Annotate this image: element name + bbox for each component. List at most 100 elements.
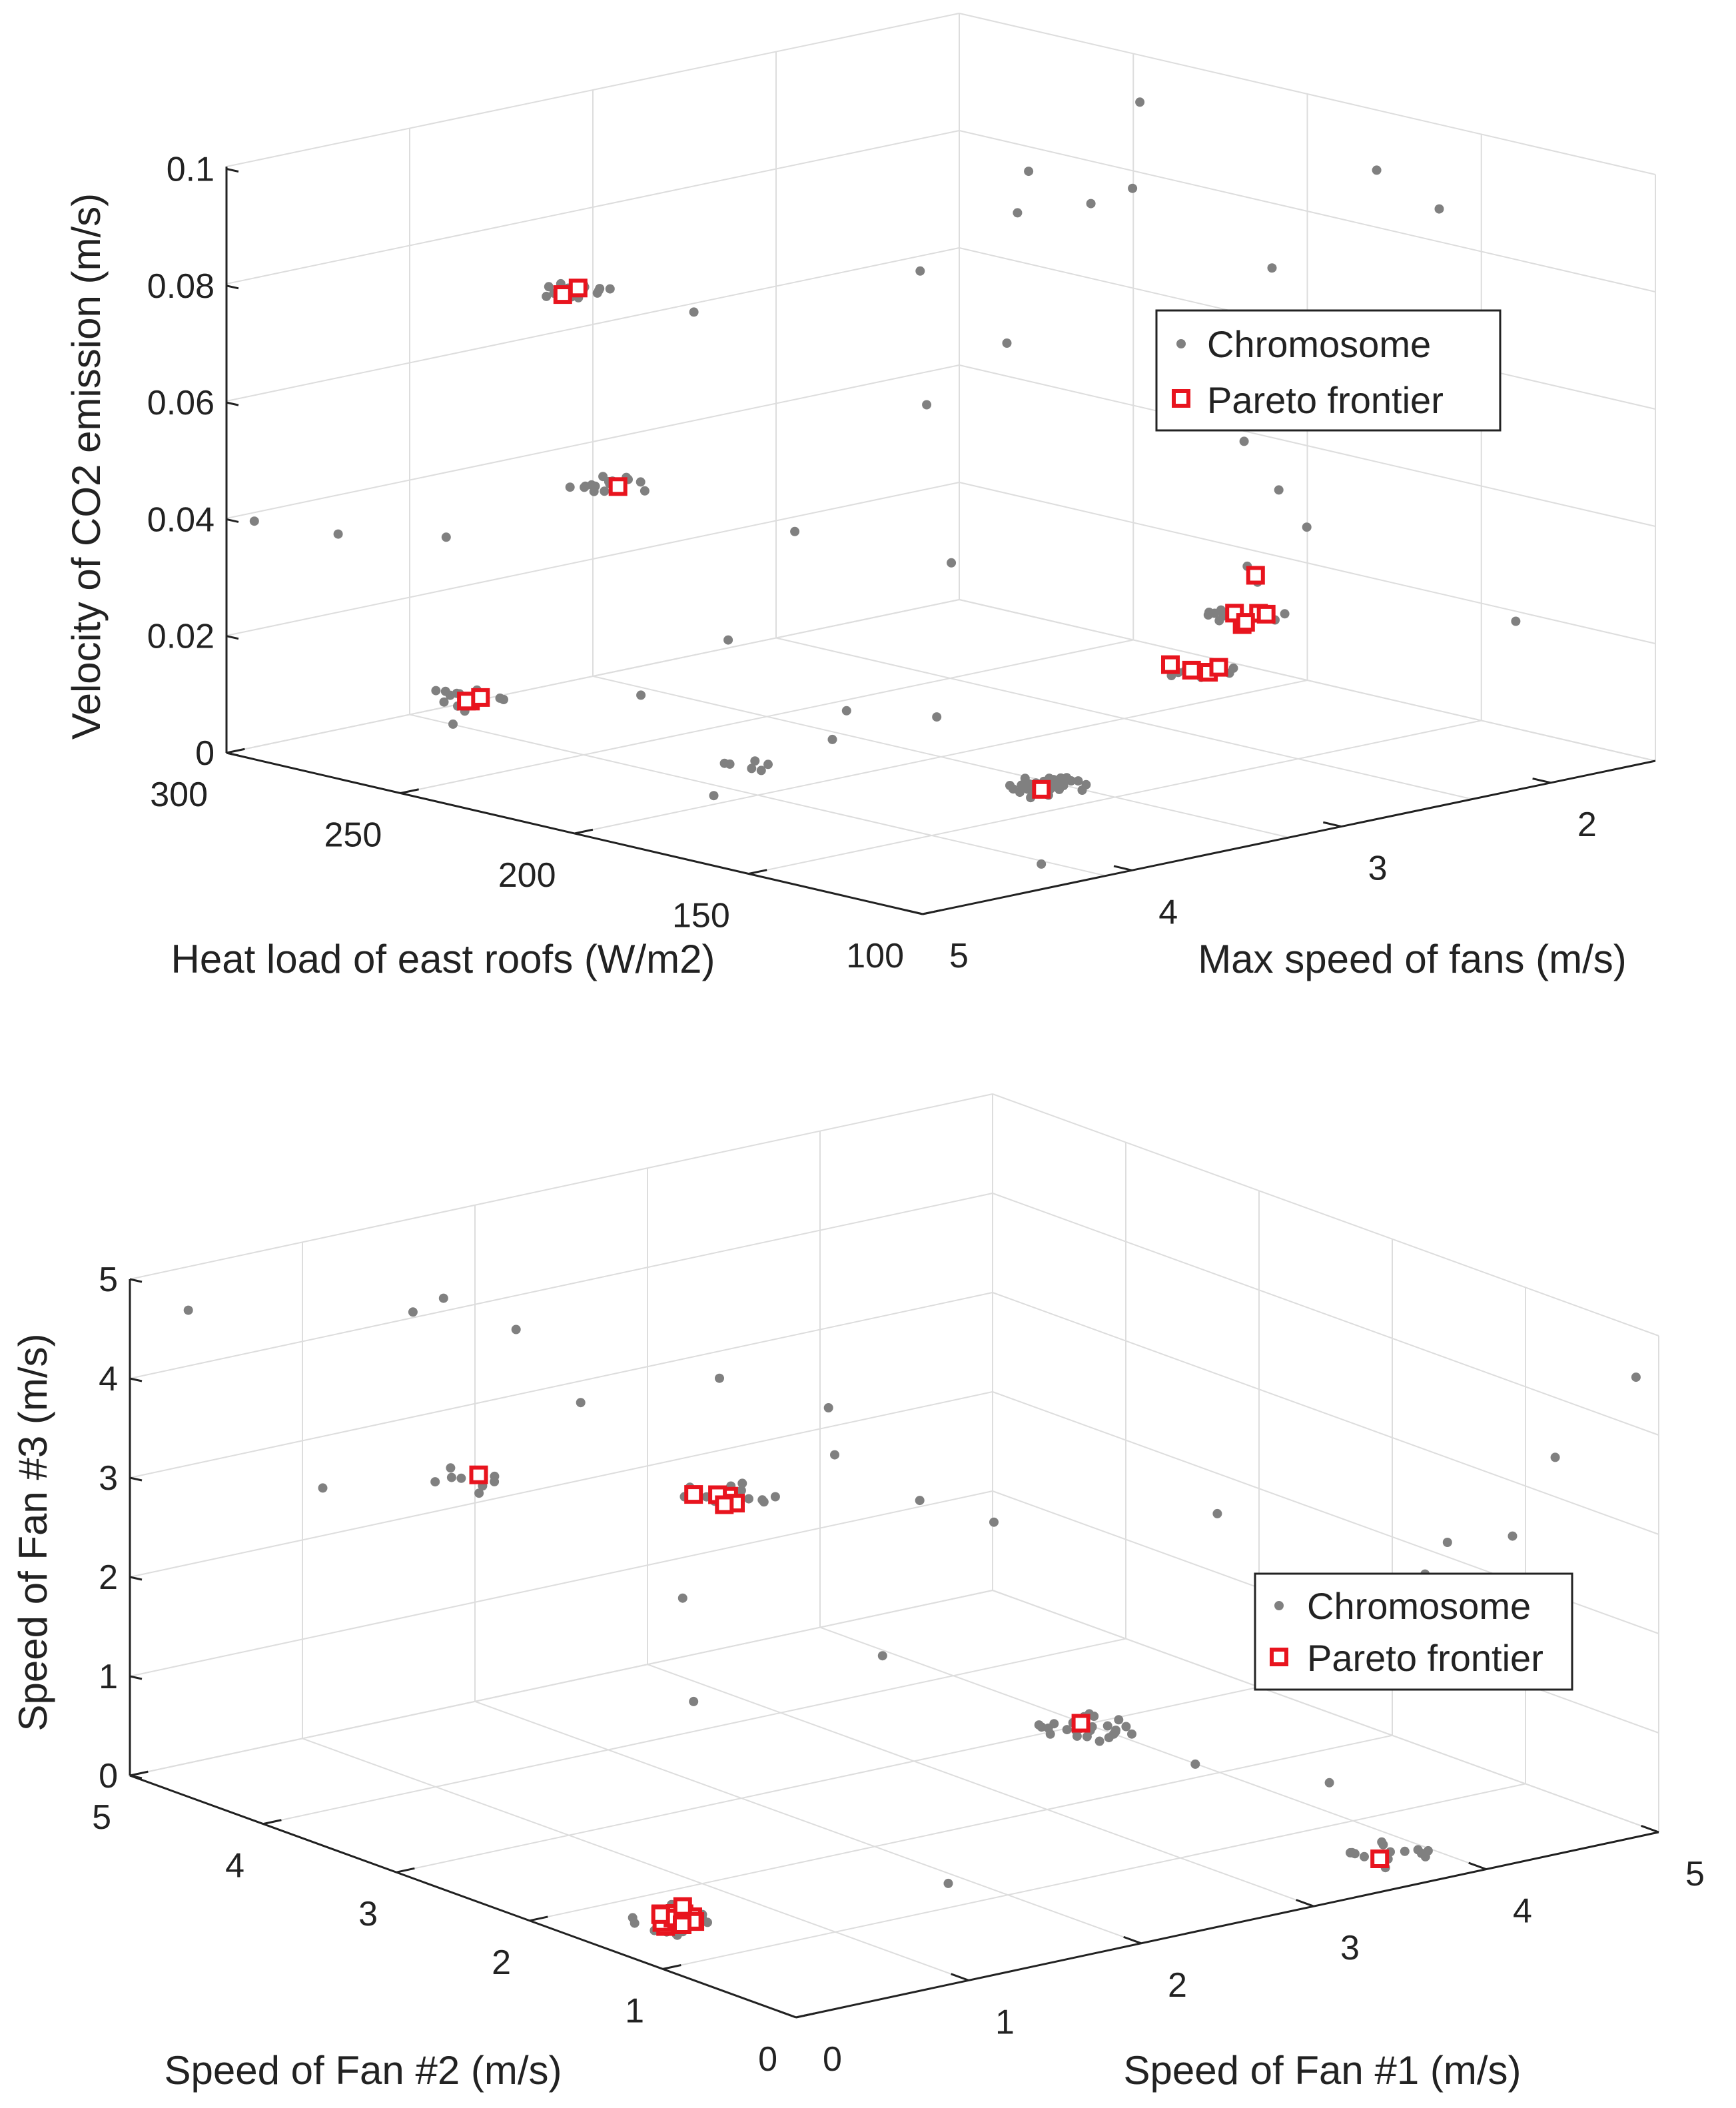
chromosome-point [1434,204,1444,214]
chromosome-point [827,734,837,744]
chromosome-point [750,756,760,766]
chromosome-point [640,486,650,496]
y-tick-label: 0 [823,2040,842,2079]
chromosome-point [1228,663,1238,673]
chromosome-point [932,712,942,722]
y-tick-mark [1532,778,1551,784]
y-tick-label: 2 [1168,1966,1187,2005]
pareto-point [684,1485,703,1504]
chromosome-point [1055,784,1065,794]
z-tick-mark [226,168,239,173]
chromosome-point [446,1463,456,1473]
grid-line [226,247,960,402]
z-tick-label: 0.02 [147,618,215,656]
chart-1-axes [129,1279,1659,2019]
grid-line [474,1700,1142,1944]
grid-line [129,1490,993,1677]
chart-1-points [183,1293,1641,1940]
chromosome-point [1043,1723,1053,1733]
chart-0-legend-box [1155,309,1502,432]
chart-1-legend-pareto: Pareto frontier [1307,1637,1543,1679]
chromosome-point [598,472,608,482]
chart-1-legend-pareto-marker [1270,1648,1288,1666]
chromosome-point [1378,1840,1388,1849]
grid-line [409,714,1106,877]
grid-line [992,1292,1659,1535]
chromosome-point [989,1517,999,1527]
x-tick-label: 5 [92,1798,111,1837]
chromosome-point [439,697,449,707]
x-tick-mark [226,748,245,754]
z-tick-mark [129,1377,143,1382]
chart-1-legend-chromosome: Chromosome [1307,1585,1531,1627]
chromosome-point [723,635,733,645]
chromosome-point [431,686,441,696]
z-tick-mark [129,1278,143,1283]
grid-line [529,1734,1393,1921]
chromosome-point [1212,1508,1222,1518]
chromosome-point [456,1473,466,1483]
chromosome-point [1114,1715,1124,1725]
chromosome-point [1302,522,1312,532]
chromosome-point [594,285,604,295]
chromosome-point [565,482,575,492]
z-tick-label: 0.1 [167,151,215,189]
chromosome-point [605,284,615,294]
chromosome-point [736,1486,746,1496]
chromosome-point [915,1496,925,1506]
chromosome-point [1037,859,1047,869]
y-tick-label: 5 [1685,1855,1705,1893]
chart-0-legend: Chromosome Pareto frontier [1155,309,1502,432]
y-tick-mark [904,909,923,915]
chromosome-point [636,690,646,700]
y-tick-mark [778,2010,797,2019]
grid-line [396,1686,1260,1873]
z-tick-mark [129,1576,143,1581]
chart-0-zlabel: Velocity of CO2 emission (m/s) [64,193,109,740]
chromosome-point [490,1471,500,1481]
chart-0-ylabel: Max speed of fans (m/s) [1198,937,1627,981]
pareto-point [1236,613,1255,632]
grid-line [959,364,1656,527]
chromosome-point [1104,1733,1114,1743]
chart-0-axes [225,167,1656,915]
pareto-point [1182,660,1201,680]
pareto-point [1209,658,1228,677]
x-tick-mark [574,828,594,835]
chromosome-point [1128,183,1138,193]
chromosome-point [744,1494,753,1504]
chromosome-point [1372,165,1382,175]
x-tick-label: 4 [225,1847,244,1885]
pareto-point [1161,655,1180,674]
chart-0-legend-chromosome-marker [1176,339,1186,348]
z-tick-label: 0.04 [147,500,215,539]
x-tick-label: 150 [672,897,730,935]
y-tick-mark [1113,865,1132,871]
y-tick-label: 3 [1340,1929,1360,1967]
x-axis-line [129,1774,797,2019]
chromosome-point [1102,1721,1112,1731]
x-tick-mark [262,1819,282,1826]
grid-line [819,1626,1487,1870]
chromosome-point [1442,1538,1452,1547]
chromosome-point [636,477,646,487]
chromosome-point [542,291,552,301]
x-tick-label: 250 [324,816,382,855]
chromosome-point [430,1477,440,1487]
z-tick-label: 0.08 [147,267,215,306]
grid-line [959,130,1656,292]
x-tick-mark [922,909,941,915]
pareto-point [568,278,588,298]
grid-line [262,1638,1126,1825]
chromosome-point [1089,1712,1099,1721]
chromosome-point [1346,1847,1355,1857]
x-tick-mark [129,1770,149,1777]
y-tick-label: 1 [995,2003,1015,2041]
grid-line [226,130,960,284]
chromosome-point [576,1398,586,1408]
chromosome-point [756,766,766,776]
chromosome-point [1121,1722,1131,1732]
chromosome-point [590,481,600,491]
grid-line [129,1590,993,1776]
